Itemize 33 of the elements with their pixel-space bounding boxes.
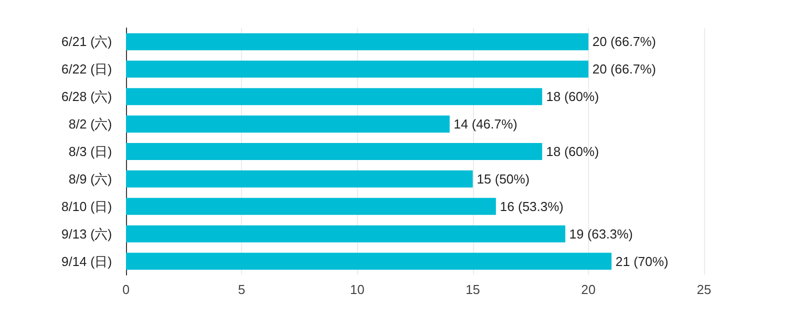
data-label: 18 (60%) bbox=[546, 89, 599, 104]
x-tick-label: 20 bbox=[581, 282, 596, 297]
bar bbox=[126, 142, 542, 160]
data-label: 16 (53.3%) bbox=[500, 198, 564, 214]
data-label: 19 (63.3%) bbox=[569, 226, 633, 242]
data-label: 21 (70%) bbox=[616, 254, 668, 269]
y-tick-label: 8/2 (六) bbox=[68, 116, 112, 132]
bar bbox=[126, 198, 496, 215]
data-label: 18 (60%) bbox=[546, 144, 599, 159]
data-label: 14 (46.7%) bbox=[454, 116, 518, 132]
bar bbox=[126, 88, 542, 106]
bar bbox=[126, 225, 566, 242]
y-tick-label: 9/13 (六) bbox=[61, 226, 112, 242]
data-label: 15 (50%) bbox=[476, 171, 530, 186]
bar bbox=[126, 60, 588, 78]
y-tick-label: 8/9 (六) bbox=[68, 171, 112, 186]
y-tick-label: 6/21 (六) bbox=[61, 34, 112, 50]
y-tick-label: 8/10 (日) bbox=[61, 198, 112, 214]
y-tick-label: 9/14 (日) bbox=[61, 254, 112, 269]
y-tick-label: 6/28 (六) bbox=[61, 89, 112, 104]
x-tick-label: 15 bbox=[466, 282, 480, 297]
bar bbox=[126, 170, 473, 188]
bar bbox=[126, 116, 450, 133]
y-tick-label: 6/22 (日) bbox=[61, 62, 112, 77]
x-tick-label: 10 bbox=[350, 282, 364, 297]
data-label: 20 (66.7%) bbox=[592, 34, 656, 50]
y-tick-label: 8/3 (日) bbox=[68, 144, 112, 159]
data-label: 20 (66.7%) bbox=[592, 62, 656, 77]
x-tick-label: 25 bbox=[696, 282, 712, 297]
bar bbox=[126, 33, 588, 50]
x-tick-label: 0 bbox=[122, 282, 130, 297]
bar bbox=[126, 252, 612, 270]
x-tick-label: 5 bbox=[238, 282, 246, 297]
